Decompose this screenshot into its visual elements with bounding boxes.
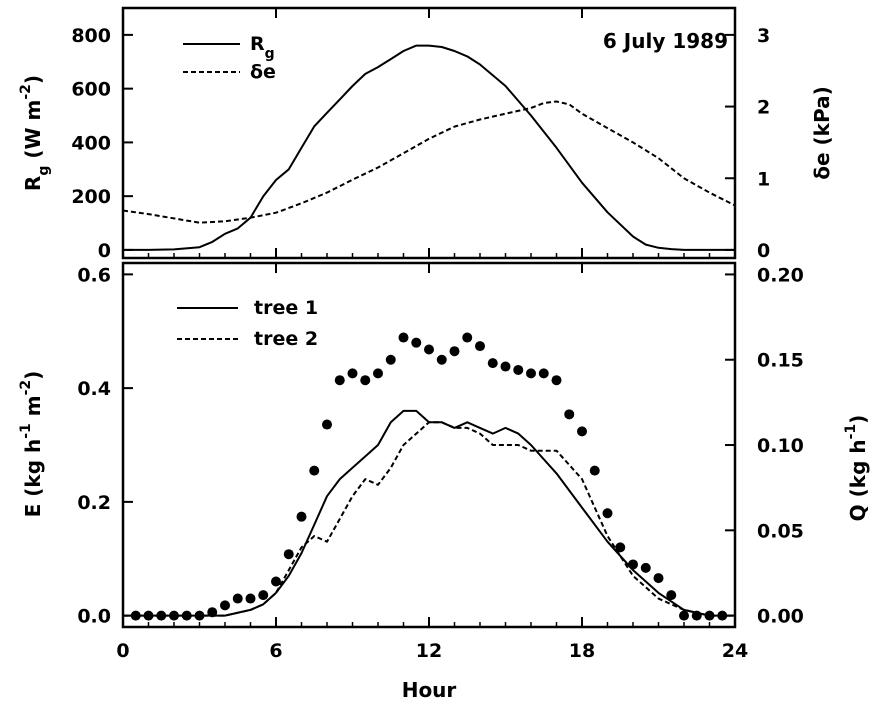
q-data-point xyxy=(385,354,396,365)
y-tick-label: 0 xyxy=(98,240,111,262)
q-data-point xyxy=(449,346,460,357)
top-panel: 0 200 400 600 800 0 1 2 3 6 July 1989 Rg δe Rg … xyxy=(18,6,834,262)
q-data-point xyxy=(602,508,613,519)
q-data-point xyxy=(373,368,383,379)
y-tick-label: 600 xyxy=(71,79,111,101)
x-tick-label: 24 xyxy=(722,640,748,662)
q-data-point xyxy=(577,426,587,437)
q-data-point xyxy=(640,562,651,573)
y2-tick-label: 0 xyxy=(757,240,770,262)
bottom-x-ticks: 0 6 12 18 24 xyxy=(116,263,748,662)
q-data-point xyxy=(194,610,205,621)
q-data-point xyxy=(666,590,677,601)
q-data-point xyxy=(296,511,307,522)
q-data-point xyxy=(564,409,575,420)
y2-tick-label: 0.05 xyxy=(757,520,804,542)
q-data-point xyxy=(156,610,167,621)
q-data-point xyxy=(551,375,562,386)
legend-de-label: δe xyxy=(250,61,276,83)
q-data-point xyxy=(500,361,511,372)
y-tick-label: 200 xyxy=(71,186,111,208)
q-data-point xyxy=(475,341,485,352)
q-data-point xyxy=(526,368,536,379)
y2-tick-label: 1 xyxy=(757,168,770,190)
q-data-point xyxy=(628,559,638,570)
q-data-point xyxy=(143,610,154,621)
q-data-point xyxy=(169,610,179,621)
q-data-point xyxy=(360,375,371,386)
q-data-point xyxy=(220,600,230,611)
y2-tick-label: 0.15 xyxy=(757,350,804,372)
q-data-point xyxy=(436,354,447,365)
q-data-point xyxy=(322,419,332,430)
legend-tree1-label: tree 1 xyxy=(254,297,318,319)
q-data-point xyxy=(691,610,702,621)
bottom-plot-frame xyxy=(121,261,737,629)
q-data-point xyxy=(130,610,141,621)
bottom-xlabel: Hour xyxy=(402,678,457,702)
top-y-ticks: 0 200 400 600 800 xyxy=(71,25,133,262)
x-tick-label: 6 xyxy=(269,640,282,662)
q-data-point xyxy=(615,542,626,553)
y-tick-label: 0.4 xyxy=(77,378,111,400)
top-annotation: 6 July 1989 xyxy=(603,29,728,53)
q-data-point xyxy=(717,610,728,621)
bottom-y-ticks: 0.0 0.2 0.4 0.6 xyxy=(77,264,133,628)
q-data-point xyxy=(283,549,294,560)
q-data-point xyxy=(398,332,409,343)
q-data-point xyxy=(424,344,434,355)
top-ylabel: Rg (W m-2) xyxy=(18,75,52,191)
series-line-solid-0 xyxy=(123,44,735,251)
q-data-point xyxy=(411,337,422,348)
y-tick-label: 800 xyxy=(71,25,111,47)
q-data-point xyxy=(653,573,664,584)
x-tick-label: 0 xyxy=(116,640,129,662)
y2-tick-label: 3 xyxy=(757,25,770,47)
y2-tick-label: 0.20 xyxy=(757,264,804,286)
x-tick-label: 18 xyxy=(569,640,595,662)
q-data-point xyxy=(513,364,524,375)
bottom-y2label: Q (kg h-1) xyxy=(843,415,870,522)
y2-tick-label: 2 xyxy=(757,97,770,119)
q-data-point xyxy=(245,593,256,604)
series-line-dashed-1 xyxy=(123,421,735,617)
q-data-point xyxy=(232,593,243,604)
q-data-point xyxy=(207,607,218,618)
bottom-series xyxy=(123,332,735,621)
q-data-point xyxy=(181,610,192,621)
y2-tick-label: 0.00 xyxy=(757,606,804,628)
bottom-ylabel: E (kg h-1 m-2) xyxy=(18,371,45,518)
legend-tree2-label: tree 2 xyxy=(254,328,318,350)
q-data-point xyxy=(679,610,689,621)
y-tick-label: 0.6 xyxy=(77,264,111,286)
y-tick-label: 400 xyxy=(71,132,111,154)
y-tick-label: 0.0 xyxy=(77,606,111,628)
legend-rg-label: Rg xyxy=(250,33,275,62)
q-data-point xyxy=(487,358,498,369)
top-y2-ticks: 0 1 2 3 xyxy=(725,25,770,262)
q-data-point xyxy=(309,465,320,476)
q-data-point xyxy=(334,375,345,386)
q-data-point xyxy=(462,332,473,343)
bottom-y2-ticks: 0.00 0.05 0.10 0.15 0.20 xyxy=(725,264,804,628)
series-line-dashed-1 xyxy=(122,100,736,224)
q-data-point xyxy=(589,465,600,476)
bottom-panel: 0 6 12 18 24 0.00.20.40.6 0.000.050.100.150.… xyxy=(18,261,870,702)
q-data-point xyxy=(258,590,269,601)
top-y2label: δe (kPa) xyxy=(810,86,834,179)
y2-tick-label: 0.10 xyxy=(757,435,804,457)
top-series xyxy=(122,44,736,251)
x-tick-label: 12 xyxy=(416,640,442,662)
q-data-point xyxy=(704,610,715,621)
q-data-point xyxy=(271,576,281,587)
y-tick-label: 0.2 xyxy=(77,492,111,514)
q-data-point xyxy=(538,368,549,379)
q-data-point xyxy=(347,368,358,379)
